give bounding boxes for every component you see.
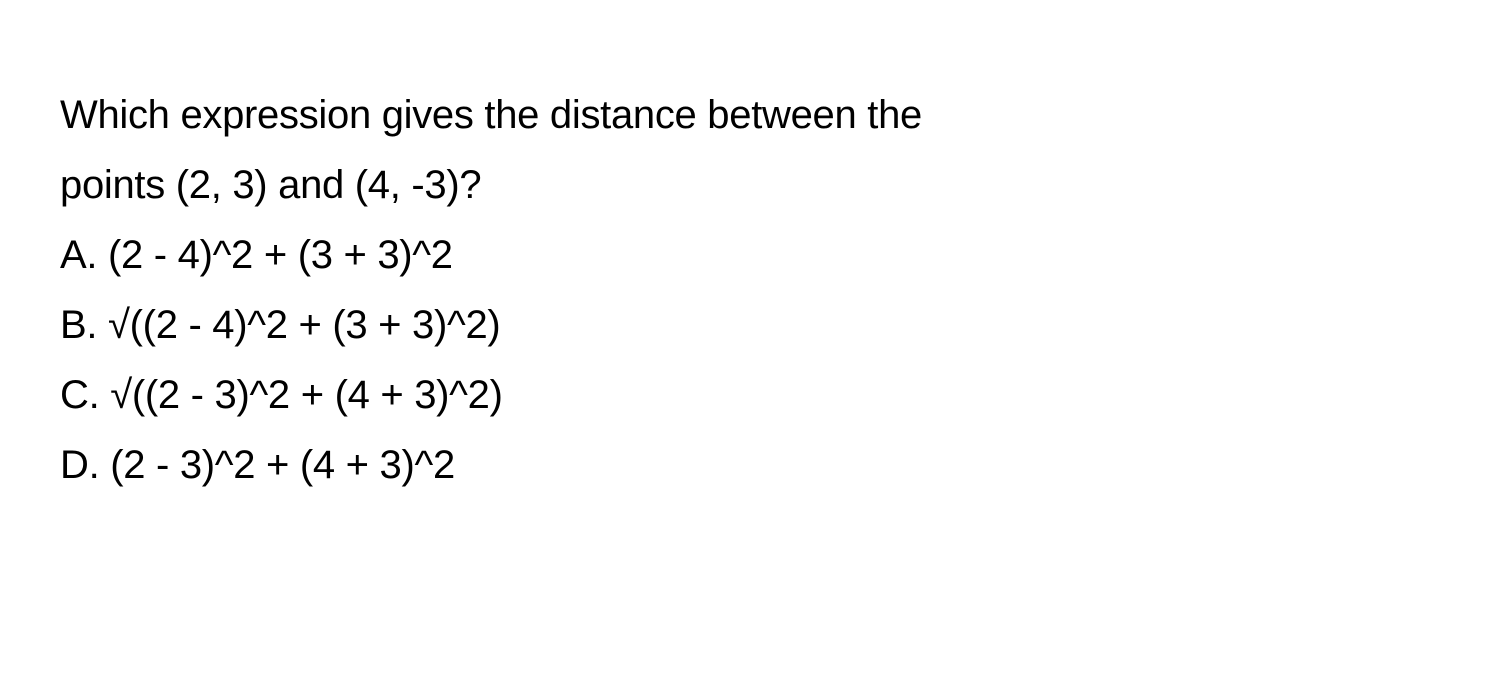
option-a: A. (2 - 4)^2 + (3 + 3)^2 [60,220,1440,290]
question-content: Which expression gives the distance betw… [60,80,1440,500]
question-text-line2: points (2, 3) and (4, -3)? [60,150,1440,220]
question-text-line1: Which expression gives the distance betw… [60,80,1440,150]
option-d: D. (2 - 3)^2 + (4 + 3)^2 [60,430,1440,500]
option-b: B. √((2 - 4)^2 + (3 + 3)^2) [60,290,1440,360]
option-c: C. √((2 - 3)^2 + (4 + 3)^2) [60,360,1440,430]
